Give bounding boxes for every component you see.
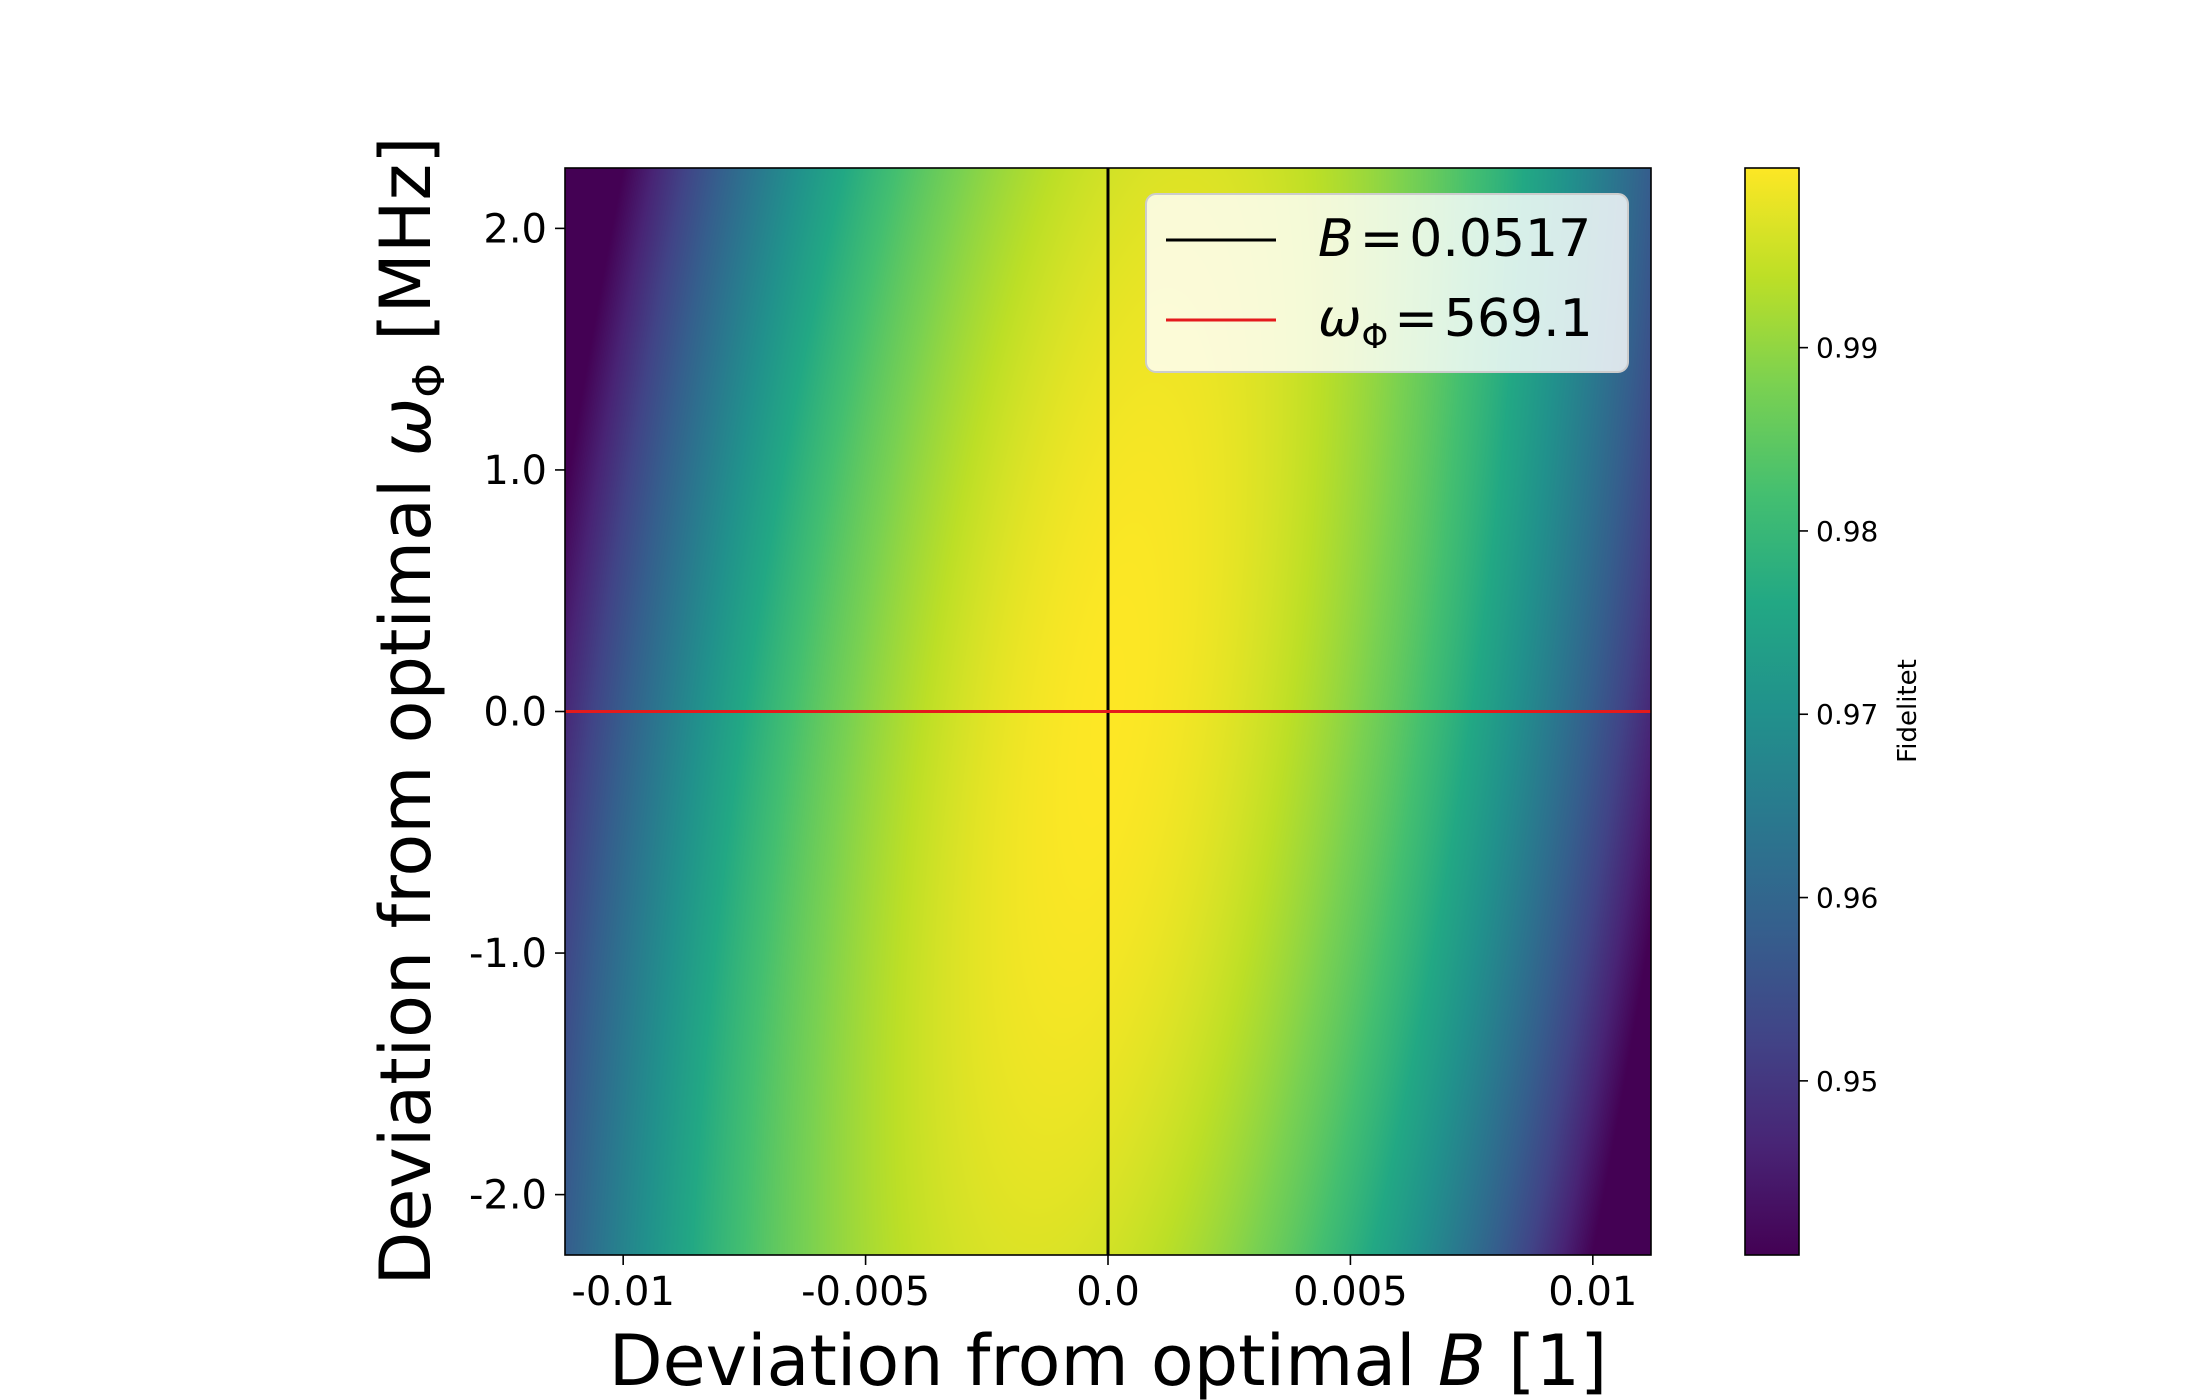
colorbar-label: Fidelitet	[1893, 659, 1923, 763]
legend-omega-subscript: Φ	[1362, 317, 1389, 357]
y-axis-label-subscript: Φ	[404, 363, 455, 398]
legend-b-equals: =	[1360, 209, 1404, 269]
colorbar-tick-label: 0.96	[1816, 882, 1878, 915]
legend-b-symbol: B	[1318, 209, 1354, 269]
y-axis-ticks: 2.0 1.0 0.0 -1.0 -2.0	[469, 206, 565, 1219]
colorbar-ticks: 0.99 0.98 0.97 0.96 0.95	[1799, 332, 1878, 1098]
colorbar-tick-label: 0.98	[1816, 515, 1878, 548]
colorbar: 0.99 0.98 0.97 0.96 0.95 Fidelitet	[1744, 167, 1923, 1256]
legend-entry-omega: ωΦ = 569.1	[1318, 289, 1593, 357]
colorbar-tick-label: 0.99	[1816, 332, 1878, 365]
colorbar-frame	[1744, 167, 1800, 1256]
x-axis-label: Deviation from optimal B [1]	[609, 1320, 1608, 1400]
legend-omega-symbol: ω	[1318, 289, 1362, 349]
colorbar-tick-label: 0.97	[1816, 698, 1878, 731]
x-tick-label: 0.005	[1293, 1269, 1408, 1315]
x-axis-label-symbol: B	[1438, 1320, 1486, 1400]
x-axis-ticks: -0.01 -0.005 0.0 0.005 0.01	[571, 1255, 1637, 1315]
y-axis-label: Deviation from optimal ωΦ [MHz]	[365, 136, 455, 1285]
legend-omega-equals: =	[1394, 289, 1438, 349]
x-tick-label: 0.01	[1548, 1269, 1637, 1315]
legend-b-value: 0.0517	[1409, 209, 1591, 269]
y-tick-label: -2.0	[469, 1173, 547, 1219]
x-axis-label-suffix: [1]	[1486, 1320, 1607, 1400]
y-tick-label: 1.0	[483, 448, 547, 494]
colorbar-gradient	[1745, 168, 1799, 1255]
y-tick-label: 0.0	[483, 690, 547, 736]
y-axis-label-symbol: ω	[365, 398, 447, 457]
y-axis-label-prefix: Deviation from optimal	[365, 456, 447, 1285]
colorbar-tick-label: 0.95	[1816, 1065, 1878, 1098]
legend-omega-value: 569.1	[1444, 289, 1593, 349]
legend-entry-b: B = 0.0517	[1318, 209, 1591, 269]
y-tick-label: 2.0	[483, 206, 547, 252]
x-tick-label: -0.005	[801, 1269, 930, 1315]
y-tick-label: -1.0	[469, 931, 547, 977]
y-axis-label-suffix: [MHz]	[365, 136, 447, 363]
legend: B = 0.0517 ωΦ = 569.1	[1145, 193, 1629, 373]
x-tick-label: -0.01	[571, 1269, 675, 1315]
x-tick-label: 0.0	[1076, 1269, 1140, 1315]
x-axis-label-prefix: Deviation from optimal	[609, 1320, 1438, 1400]
